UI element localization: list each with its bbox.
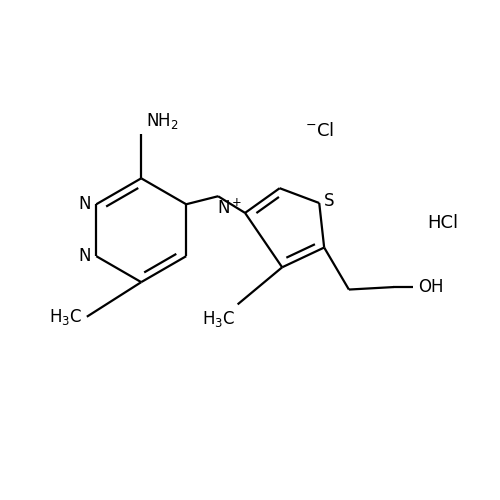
Text: N$^+$: N$^+$ <box>217 198 242 218</box>
Text: H$_3$C: H$_3$C <box>48 306 82 327</box>
Text: N: N <box>79 247 92 265</box>
Text: $^{-}$Cl: $^{-}$Cl <box>304 122 334 140</box>
Text: OH: OH <box>418 278 444 296</box>
Text: N: N <box>79 196 92 214</box>
Text: H$_3$C: H$_3$C <box>202 310 235 330</box>
Text: HCl: HCl <box>428 214 458 232</box>
Text: NH$_2$: NH$_2$ <box>146 112 179 132</box>
Text: S: S <box>324 192 334 210</box>
